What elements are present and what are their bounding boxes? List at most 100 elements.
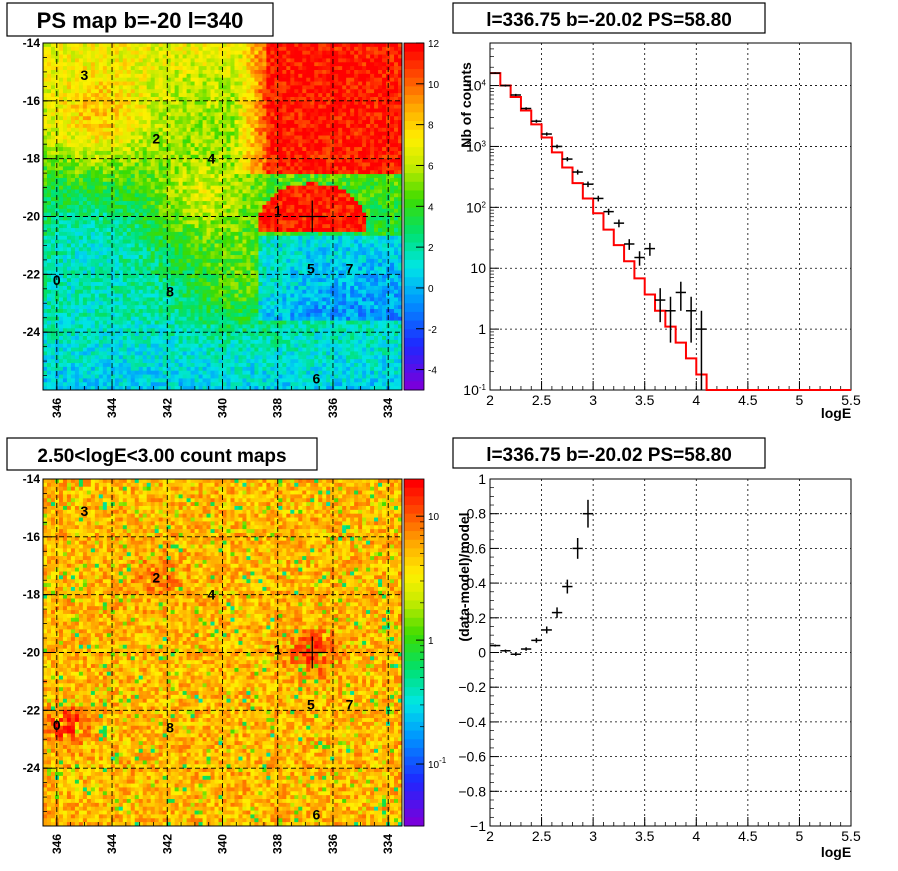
heatmap-cell — [218, 112, 223, 117]
heatmap-cell — [66, 100, 72, 106]
heatmap-cell — [74, 174, 80, 179]
heatmap-cell — [50, 170, 56, 175]
heatmap-cell — [126, 85, 132, 90]
heatmap-cell — [210, 108, 215, 113]
heatmap-cell — [230, 73, 235, 79]
heatmap-cell — [162, 201, 168, 206]
heatmap-cell — [78, 85, 84, 90]
heatmap-cell — [138, 66, 144, 71]
heatmap-cell — [278, 127, 283, 133]
heatmap-cell — [62, 50, 68, 55]
heatmap-cell — [90, 66, 96, 71]
heatmap-cell — [370, 85, 375, 90]
heatmap-cell — [398, 193, 403, 198]
heatmap-cell — [330, 201, 335, 206]
heatmap-cell — [126, 69, 132, 75]
heatmap-cell — [286, 120, 291, 125]
heatmap-cell — [194, 127, 199, 133]
heatmap-cell — [298, 73, 303, 79]
heatmap-cell — [178, 89, 184, 94]
heatmap-cell — [43, 147, 48, 152]
heatmap-cell — [266, 116, 271, 121]
heatmap-cell — [158, 189, 164, 194]
heatmap-cell — [106, 193, 112, 198]
heatmap-cell — [222, 231, 227, 237]
heatmap-cell — [370, 243, 375, 248]
heatmap-cell — [362, 220, 367, 225]
heatmap-cell — [346, 170, 351, 175]
heatmap-cell — [302, 69, 307, 75]
heatmap-cell — [54, 239, 60, 244]
heatmap-cell — [54, 255, 60, 260]
heatmap-cell — [266, 177, 271, 183]
heatmap-cell — [58, 50, 64, 55]
heatmap-cell — [142, 147, 148, 152]
heatmap-cell — [206, 139, 211, 144]
heatmap-cell — [86, 50, 92, 55]
heatmap-cell — [70, 204, 76, 210]
heatmap-cell — [242, 85, 247, 90]
heatmap-cell — [206, 177, 211, 183]
heatmap-cell — [302, 204, 307, 210]
heatmap-cell — [290, 189, 295, 194]
heatmap-cell — [246, 54, 251, 59]
heatmap-cell — [74, 193, 80, 198]
heatmap-cell — [346, 224, 351, 229]
heatmap-cell — [242, 212, 247, 217]
heatmap-cell — [182, 189, 187, 194]
heatmap-cell — [210, 143, 215, 148]
heatmap-cell — [286, 58, 291, 63]
heatmap-cell — [218, 46, 223, 52]
heatmap-cell — [130, 77, 136, 82]
heatmap-cell — [154, 116, 160, 121]
heatmap-cell — [234, 201, 239, 206]
heatmap-cell — [210, 170, 215, 175]
heatmap-cell — [186, 255, 191, 260]
heatmap-cell — [150, 85, 156, 90]
heatmap-cell — [354, 96, 359, 102]
heatmap-cell — [294, 228, 299, 233]
heatmap-cell — [262, 54, 267, 59]
heatmap-cell — [146, 69, 152, 75]
heatmap-cell — [210, 228, 215, 233]
heatmap-cell — [94, 235, 100, 241]
heatmap-cell — [382, 251, 387, 256]
heatmap-cell — [206, 62, 211, 67]
heatmap-cell — [86, 189, 92, 194]
heatmap-cell — [230, 185, 235, 190]
heatmap-cell — [338, 158, 343, 163]
heatmap-cell — [338, 123, 343, 129]
heatmap-cell — [282, 228, 287, 233]
heatmap-cell — [226, 224, 231, 229]
heatmap-cell — [43, 73, 48, 79]
heatmap-cell — [150, 89, 156, 94]
heatmap-cell — [214, 239, 219, 244]
heatmap-cell — [258, 131, 263, 136]
heatmap-cell — [178, 158, 184, 163]
heatmap-cell — [58, 170, 64, 175]
heatmap-cell — [238, 123, 243, 129]
heatmap-cell — [142, 177, 148, 183]
heatmap-cell — [43, 239, 48, 244]
heatmap-cell — [110, 185, 116, 190]
heatmap-cell — [322, 208, 327, 214]
heatmap-cell — [378, 66, 383, 71]
heatmap-cell — [254, 116, 259, 121]
heatmap-cell — [178, 135, 184, 140]
heatmap-cell — [250, 150, 255, 156]
heatmap-cell — [146, 96, 152, 102]
heatmap-cell — [154, 181, 160, 187]
heatmap-cell — [350, 43, 355, 48]
heatmap-cell — [398, 66, 403, 71]
heatmap-cell — [190, 255, 195, 260]
heatmap-cell — [218, 143, 223, 148]
heatmap-cell — [106, 81, 112, 86]
heatmap-cell — [322, 185, 327, 190]
heatmap-cell — [206, 89, 211, 94]
heatmap-cell — [366, 123, 371, 129]
heatmap-cell — [186, 147, 191, 152]
heatmap-cell — [206, 85, 211, 90]
heatmap-cell — [130, 58, 136, 63]
heatmap-cell — [274, 116, 279, 121]
heatmap-cell — [302, 123, 307, 129]
